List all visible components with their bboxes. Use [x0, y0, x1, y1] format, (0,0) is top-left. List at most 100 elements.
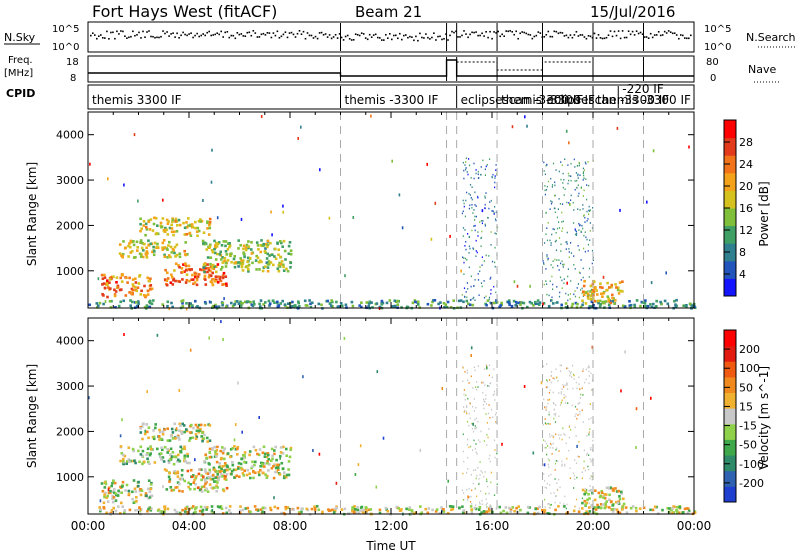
nsky-point	[118, 33, 120, 35]
echo-cell	[547, 222, 549, 224]
echo-cell	[113, 288, 116, 292]
echo-cell	[555, 413, 557, 415]
echo-cell	[367, 302, 371, 305]
echo-cell	[115, 276, 119, 279]
echo-cell	[185, 506, 189, 509]
echo-cell	[124, 294, 128, 297]
echo-cell	[430, 237, 433, 241]
echo-cell	[101, 489, 105, 493]
nsky-point	[381, 39, 383, 41]
echo-cell	[191, 225, 195, 229]
echo-cell	[544, 498, 546, 501]
echo-cell	[550, 300, 552, 302]
colorbar-tick-label: 15	[739, 400, 753, 413]
echo-cell	[174, 262, 178, 265]
echo-cell	[484, 368, 486, 370]
nsky-strip: N.Sky 10^5 10^0 N.Search 10^5 10^0	[4, 21, 796, 53]
echo-cell	[286, 302, 290, 305]
echo-cell	[141, 462, 144, 466]
nsky-point	[188, 33, 190, 35]
nsky-point	[144, 36, 146, 38]
echo-cell	[266, 239, 270, 243]
echo-cell	[365, 301, 369, 304]
echo-cell	[468, 235, 470, 238]
echo-cell	[461, 212, 463, 215]
echo-cell	[156, 224, 159, 227]
echo-cell	[463, 177, 465, 180]
echo-cell	[279, 456, 281, 460]
echo-cell	[485, 498, 487, 501]
echo-cell	[302, 375, 304, 379]
echo-cell	[495, 164, 497, 166]
echo-cell	[215, 455, 218, 458]
echo-cell	[464, 229, 466, 231]
echo-cell	[633, 303, 636, 307]
echo-cell	[465, 168, 467, 171]
echo-cell	[141, 437, 144, 441]
echo-cell	[221, 303, 224, 307]
echo-cell	[568, 426, 570, 428]
echo-cell	[652, 149, 655, 153]
nsky-point	[609, 30, 612, 32]
echo-cell	[201, 508, 205, 512]
echo-cell	[264, 301, 267, 304]
echo-cell	[167, 475, 171, 479]
echo-cell	[391, 305, 394, 308]
echo-cell	[315, 505, 319, 508]
nsky-point	[539, 32, 542, 34]
echo-cell	[145, 453, 148, 457]
nsky-point	[671, 32, 674, 35]
echo-cell	[204, 479, 207, 483]
echo-cell	[479, 503, 481, 505]
echo-cell	[555, 169, 557, 171]
echo-cell	[614, 283, 617, 286]
nsky-point	[246, 31, 249, 34]
echo-cell	[574, 268, 576, 270]
echo-cell	[277, 304, 281, 308]
echo-cell	[283, 475, 287, 478]
echo-cell	[646, 200, 648, 204]
echo-cell	[600, 491, 604, 494]
echo-cell	[166, 233, 170, 236]
echo-cell	[183, 447, 187, 451]
echo-cell	[623, 306, 627, 309]
nsky-point	[92, 32, 94, 34]
echo-cell	[465, 291, 467, 293]
echo-cell	[546, 380, 549, 383]
echo-cell	[580, 187, 582, 189]
nsky-point	[204, 34, 206, 37]
echo-cell	[253, 303, 256, 306]
echo-cell	[98, 301, 102, 305]
echo-cell	[291, 300, 294, 304]
echo-cell	[204, 482, 207, 486]
echo-cell	[608, 506, 611, 509]
echo-cell	[584, 221, 586, 223]
echo-cell	[88, 396, 90, 400]
echo-cell	[565, 241, 567, 243]
echo-cell	[260, 260, 263, 264]
nsky-point	[647, 37, 650, 39]
echo-cell	[620, 492, 623, 495]
echo-cell	[550, 381, 552, 384]
echo-cell	[572, 364, 574, 367]
echo-cell	[146, 430, 149, 434]
echo-cell	[570, 199, 572, 201]
echo-cell	[666, 302, 670, 306]
echo-cell	[578, 507, 580, 510]
echo-cell	[590, 446, 592, 449]
echo-cell	[167, 461, 171, 465]
echo-cell	[552, 260, 554, 262]
echo-cell	[217, 465, 221, 469]
echo-cell	[196, 305, 199, 308]
echo-cell	[177, 453, 180, 457]
nsky-point	[98, 35, 100, 37]
echo-cell	[208, 300, 211, 304]
echo-cell	[461, 511, 465, 514]
echo-cell	[582, 276, 584, 279]
echo-cell	[582, 394, 584, 396]
echo-cell	[282, 471, 286, 474]
echo-cell	[556, 301, 559, 304]
echo-cell	[589, 298, 593, 301]
echo-cell	[481, 503, 483, 505]
echo-cell	[534, 507, 537, 511]
